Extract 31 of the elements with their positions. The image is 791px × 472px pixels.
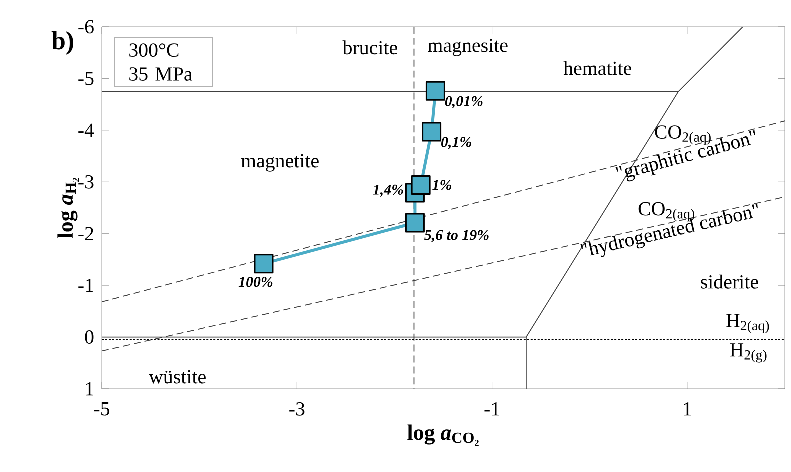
y-tick-label: -2 <box>78 227 94 240</box>
x-tick-label: -3 <box>290 402 305 416</box>
annotation: hematite <box>564 61 632 76</box>
annotation: brucite <box>342 40 398 55</box>
annotation: wüstite <box>149 370 206 384</box>
annotation: 0,1% <box>442 137 472 150</box>
x-tick-label: -5 <box>94 402 110 416</box>
annotation: magnetite <box>241 154 319 172</box>
x-tick-label: 1 <box>684 402 692 416</box>
y-tick-label: 0 <box>85 330 94 344</box>
annotation: 5,6 to 19% <box>424 230 489 242</box>
y-tick-label: -3 <box>78 175 94 189</box>
annotation: 1% <box>432 180 452 190</box>
x-tick-label: -1 <box>484 402 500 416</box>
annotation: H$_{2(g)}$ <box>730 344 767 363</box>
annotation: H$_{2(aq)}$ <box>726 314 770 334</box>
y-tick-label: -1 <box>78 278 94 292</box>
y-tick-label: -4 <box>78 124 94 137</box>
y-axis-title: log a$_{H₂}$ <box>58 178 80 238</box>
annotation: 300°C <box>130 44 179 58</box>
x-axis-title: log a$_{CO₂}$ <box>408 424 479 446</box>
chart-title: b) <box>52 32 74 55</box>
annotation: 35 MPa <box>130 68 193 81</box>
annotation: siderite <box>701 274 758 289</box>
y-tick-label: -5 <box>78 72 94 86</box>
y-tick-label: 1 <box>86 382 94 396</box>
annotation: magnesite <box>428 38 508 56</box>
annotation: 100% <box>238 277 273 288</box>
annotation: 0,01% <box>445 96 483 109</box>
y-tick-label: -6 <box>78 20 94 34</box>
annotation: 1,4% <box>373 184 404 198</box>
